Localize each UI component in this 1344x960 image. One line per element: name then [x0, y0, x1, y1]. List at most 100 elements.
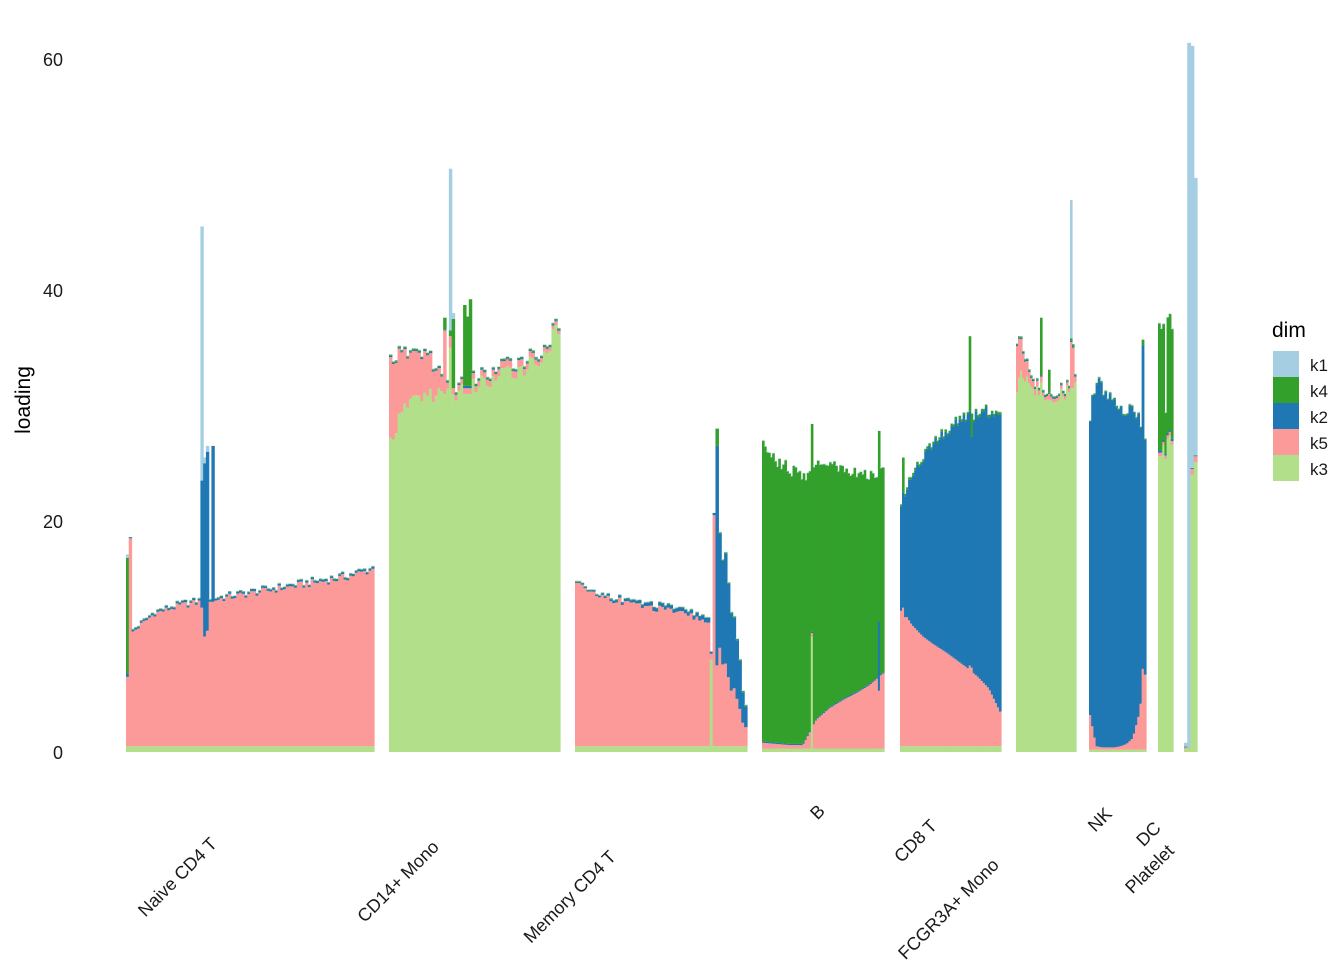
bar-k5 [603, 598, 608, 747]
bar-k1 [802, 472, 806, 474]
bar-k4 [434, 368, 439, 370]
bar-k1 [431, 368, 436, 370]
bar-k2 [823, 711, 826, 713]
bar-k5 [814, 720, 818, 749]
bar-k2 [816, 717, 820, 719]
bar-k2 [139, 621, 144, 623]
bar-k4 [629, 599, 633, 601]
bar-k3 [1093, 749, 1097, 752]
bar-k5 [457, 385, 461, 391]
bar-k3 [426, 395, 430, 752]
bar-k1 [406, 355, 410, 357]
bar-k1 [879, 467, 883, 469]
bar-k2 [272, 588, 276, 590]
bar-k5 [258, 592, 262, 747]
bar-k3 [829, 748, 832, 752]
bar-k2 [946, 435, 950, 654]
bar-k1 [782, 464, 785, 465]
bar-k5 [764, 742, 767, 749]
bar-k1 [280, 587, 284, 588]
bar-k5 [609, 601, 613, 747]
bar-k5 [732, 688, 737, 747]
bar-k2 [465, 385, 470, 389]
bar-k2 [551, 324, 555, 326]
bar-k4 [620, 602, 625, 603]
bar-k2 [225, 594, 229, 597]
bar-k3 [796, 748, 800, 752]
bar-k1 [724, 551, 728, 553]
bar-k4 [1170, 329, 1174, 439]
bar-k4 [663, 605, 668, 607]
bar-k2 [600, 593, 605, 595]
bar-k1 [595, 593, 599, 595]
bar-k2 [766, 741, 769, 744]
bar-k4 [863, 470, 867, 687]
bar-k4 [938, 437, 941, 440]
bar-k2 [274, 590, 279, 593]
bar-k4 [992, 414, 996, 417]
bar-k2 [646, 602, 651, 606]
bar-k3 [460, 384, 464, 752]
bar-k5 [950, 656, 954, 747]
bar-k4 [531, 350, 535, 352]
bar-k2 [1166, 433, 1170, 436]
bar-k2 [1050, 395, 1053, 397]
bar-k2 [236, 592, 240, 594]
bar-k3 [992, 746, 996, 752]
bar-k2 [871, 681, 875, 683]
bar-k5 [208, 601, 213, 747]
bar-k5 [924, 638, 927, 747]
bar-k2 [159, 609, 163, 611]
bar-k4 [930, 447, 933, 450]
bar-k5 [847, 697, 851, 749]
bar-k4 [865, 478, 869, 686]
bar-k2 [1158, 450, 1161, 453]
bar-k2 [988, 417, 992, 691]
bar-k1 [692, 614, 696, 616]
bar-k1 [542, 344, 547, 345]
bar-k5 [170, 608, 174, 747]
bar-k2 [1024, 360, 1027, 362]
bar-k5 [1074, 376, 1077, 383]
bar-k4 [853, 467, 857, 693]
bar-k5 [863, 688, 867, 749]
bar-k3 [942, 746, 946, 752]
bar-k2 [984, 407, 988, 686]
bar-k2 [1034, 387, 1037, 390]
bar-k4 [338, 573, 342, 575]
bar-k4 [406, 356, 410, 358]
bar-k4 [181, 600, 185, 601]
bar-k1 [354, 569, 359, 571]
bar-k5 [974, 675, 978, 747]
bar-k1 [1034, 386, 1037, 387]
bar-k2 [784, 743, 787, 745]
bar-k4 [577, 581, 582, 582]
bar-k5 [900, 610, 903, 747]
bar-k2 [153, 614, 157, 617]
bar-k3 [669, 746, 674, 752]
bar-k3 [252, 746, 257, 752]
bar-k2 [867, 684, 871, 686]
bar-k3 [477, 386, 481, 752]
bar-k2 [950, 426, 954, 657]
bar-k2 [131, 629, 135, 632]
bar-k1 [744, 704, 748, 706]
bar-k5 [1024, 361, 1027, 382]
bar-k4 [238, 590, 243, 591]
bar-k4 [867, 479, 871, 685]
bar-k4 [283, 586, 287, 588]
bar-k3 [1044, 400, 1047, 752]
bar-k3 [996, 746, 1000, 752]
bar-k5 [922, 636, 925, 747]
bar-k4 [681, 607, 685, 608]
bar-k4 [183, 599, 188, 601]
bar-k5 [1091, 726, 1094, 750]
bar-k1 [920, 461, 923, 463]
bar-k1 [871, 472, 875, 474]
bar-k2 [411, 349, 416, 351]
bar-k3 [208, 746, 213, 752]
bar-k3 [912, 746, 915, 752]
bar-k5 [354, 572, 359, 747]
bar-k2 [351, 574, 356, 577]
bar-k4 [528, 348, 533, 350]
